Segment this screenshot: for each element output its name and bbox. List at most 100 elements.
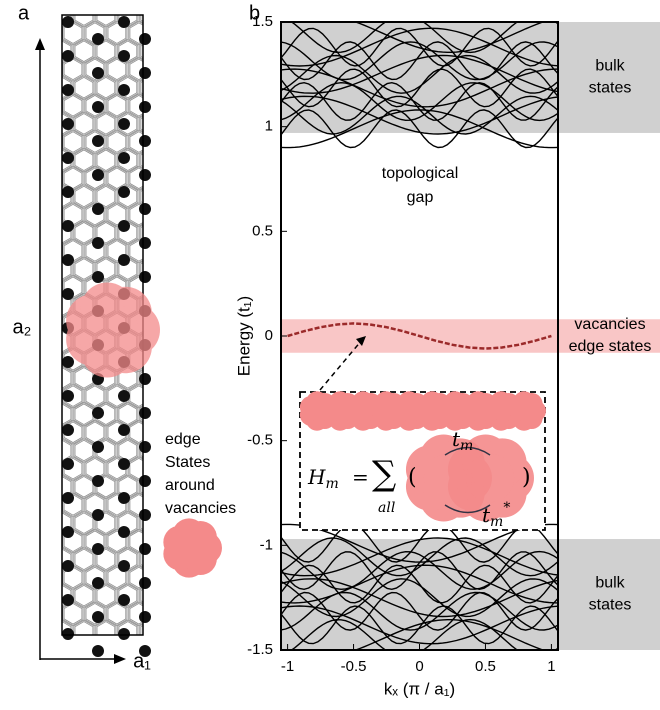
hexagon <box>107 131 126 153</box>
region-label: states <box>589 597 632 614</box>
hexagon <box>42 313 61 335</box>
atom <box>118 560 130 572</box>
lattice <box>31 0 223 697</box>
hexagon <box>42 639 61 661</box>
hexagon <box>42 240 61 262</box>
hexagon <box>118 440 137 462</box>
hexagon <box>129 385 148 407</box>
hexagon <box>129 675 148 697</box>
atom <box>92 169 104 181</box>
hexagon <box>42 494 61 516</box>
atom <box>118 594 130 606</box>
atom <box>92 577 104 589</box>
hexagon <box>129 421 148 443</box>
x-tick-label: -0.5 <box>341 658 367 675</box>
hexagon <box>42 494 61 516</box>
hexagon <box>74 657 93 679</box>
hexagon <box>31 4 50 26</box>
hexagon <box>107 0 126 8</box>
hexagon <box>42 204 61 226</box>
atom <box>118 186 130 198</box>
atom <box>62 356 74 368</box>
hexagon <box>42 313 61 335</box>
hexagon <box>74 113 93 135</box>
region-label: bulk <box>595 58 625 75</box>
hexagon <box>151 167 170 189</box>
hexagon <box>42 58 61 80</box>
panel-label: a <box>18 2 30 24</box>
hexagon <box>42 603 61 625</box>
hexagon <box>107 675 126 697</box>
blob-lobe <box>86 304 139 357</box>
hexagon <box>151 385 170 407</box>
atom <box>92 543 104 555</box>
hexagon <box>129 675 148 697</box>
legend-text: around <box>165 477 215 494</box>
hexagon <box>96 657 115 679</box>
atom <box>139 509 151 521</box>
hexagon <box>85 675 104 697</box>
atom <box>118 16 130 28</box>
atom <box>62 118 74 130</box>
atom <box>92 135 104 147</box>
hexagon <box>74 440 93 462</box>
atom <box>139 577 151 589</box>
blob-lobe <box>176 532 209 565</box>
hexagon <box>64 0 83 8</box>
atom <box>118 492 130 504</box>
y-tick-label: -0.5 <box>247 432 273 449</box>
atom <box>62 254 74 266</box>
atom <box>62 628 74 640</box>
formula-close: ) <box>522 465 531 490</box>
hexagon <box>74 222 93 244</box>
atom <box>62 16 74 28</box>
y-tick-label: 1 <box>265 118 273 135</box>
hexagon <box>85 421 104 443</box>
hexagon <box>151 240 170 262</box>
hexagon <box>151 95 170 117</box>
hexagon <box>151 131 170 153</box>
atom <box>92 237 104 249</box>
atom <box>62 594 74 606</box>
hexagon <box>151 131 170 153</box>
blob-lobe <box>466 454 514 502</box>
atom <box>139 271 151 283</box>
hexagon <box>42 458 61 480</box>
blob-lobe <box>515 400 537 422</box>
hexagon <box>64 0 83 8</box>
hexagon <box>151 639 170 661</box>
formula-part: ∑ <box>372 454 396 494</box>
hexagon <box>85 0 104 8</box>
hexagon <box>31 4 50 26</box>
hexagon <box>74 149 93 171</box>
hexagon <box>42 349 61 371</box>
y-tick-label: 0.5 <box>252 222 273 239</box>
atom <box>92 271 104 283</box>
atom <box>62 424 74 436</box>
axis-label: a₂ <box>13 316 32 338</box>
hexagon <box>74 621 93 643</box>
hexagon <box>42 421 61 443</box>
hexagon <box>42 95 61 117</box>
hexagon <box>151 567 170 589</box>
formula-eq: = <box>352 465 369 489</box>
hexagon <box>85 385 104 407</box>
formula-part: all <box>378 500 395 516</box>
hexagon <box>107 0 126 8</box>
hexagon <box>42 603 61 625</box>
atom <box>139 441 151 453</box>
hexagon <box>42 349 61 371</box>
formula-part: ) <box>522 465 531 490</box>
atom <box>62 84 74 96</box>
hexagon <box>151 0 170 8</box>
atom <box>118 84 130 96</box>
atom <box>118 424 130 436</box>
hexagon <box>96 621 115 643</box>
atom <box>139 543 151 555</box>
atom <box>139 373 151 385</box>
atom <box>62 390 74 402</box>
atom <box>139 135 151 147</box>
region-label: states <box>589 80 632 97</box>
hexagon <box>64 131 83 153</box>
hexagon <box>151 639 170 661</box>
